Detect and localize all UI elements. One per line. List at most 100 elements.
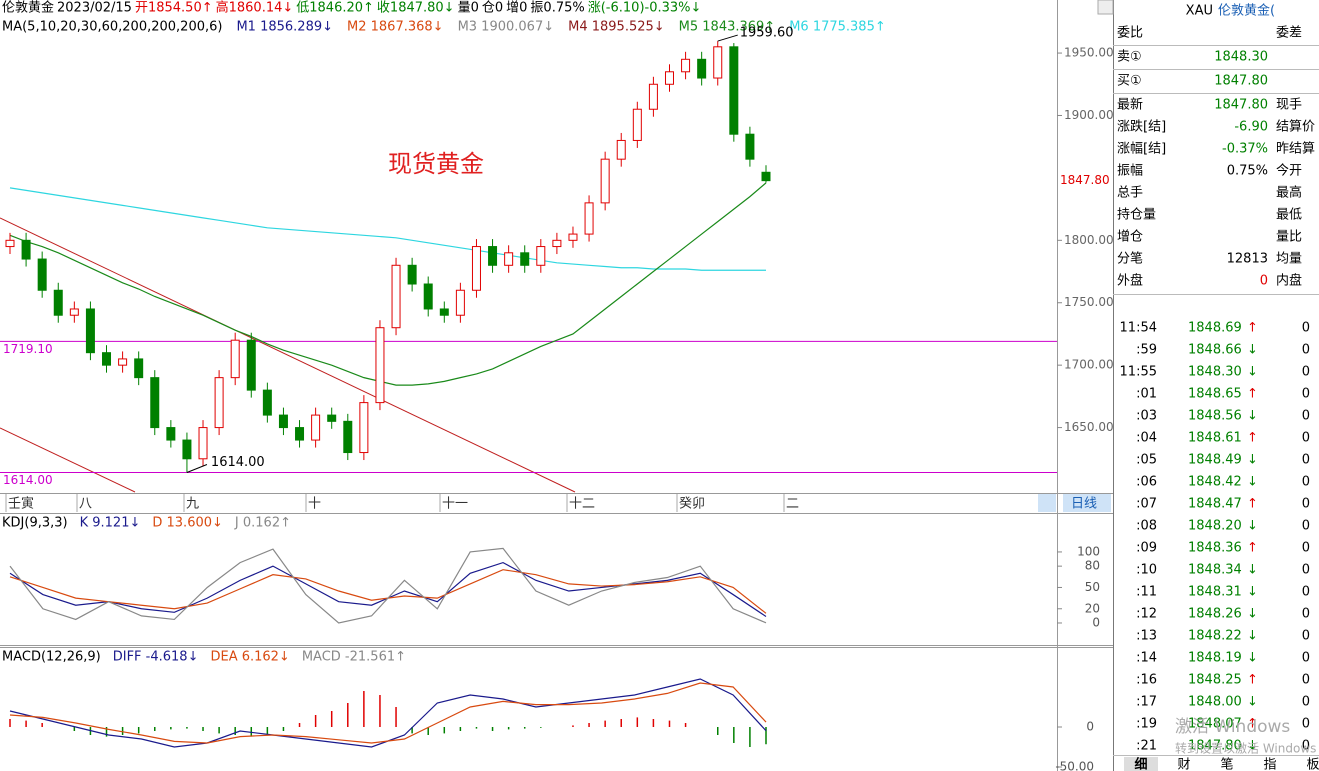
last-price: 1847.80 bbox=[1060, 173, 1110, 187]
quote-value: 0 bbox=[1260, 274, 1268, 289]
candle-body bbox=[552, 239, 562, 248]
header-item: 低1846.20↑ bbox=[296, 1, 374, 16]
quote-label: 均量 bbox=[1276, 252, 1302, 267]
quote-value: 1847.80 bbox=[1214, 74, 1268, 89]
candle-body bbox=[439, 308, 449, 316]
tick-price: 1848.20 bbox=[1188, 519, 1242, 534]
tab[interactable]: 细 bbox=[1134, 757, 1147, 771]
quote-label: 持仓量 bbox=[1117, 208, 1156, 223]
tick-dir: ↓ bbox=[1247, 453, 1258, 468]
x-tick-label: 二 bbox=[786, 497, 799, 512]
candle-body bbox=[616, 139, 626, 160]
tick-dir: ↑ bbox=[1247, 387, 1258, 402]
quote-label: 涨幅[结] bbox=[1117, 142, 1166, 157]
header-item: 增0 bbox=[506, 1, 527, 16]
annotation-leader bbox=[186, 464, 208, 473]
y-tick-label: 100 bbox=[1077, 544, 1100, 558]
x-tick-label: 十一 bbox=[442, 497, 468, 512]
candle-body bbox=[520, 252, 530, 266]
quote-label: 今开 bbox=[1276, 163, 1302, 179]
quote-label: 委差 bbox=[1276, 26, 1302, 41]
quote-value: 0.75% bbox=[1227, 164, 1268, 179]
tick-price: 1847.80 bbox=[1188, 739, 1242, 754]
low-annotation: 1614.00 bbox=[211, 455, 265, 470]
tick-dir: ↓ bbox=[1247, 475, 1258, 490]
header-item: MA(5,10,20,30,60,200,200,200,6) bbox=[2, 20, 222, 35]
candle-body bbox=[488, 246, 498, 266]
y-tick-label: 0 bbox=[1092, 615, 1100, 629]
indicator-line bbox=[9, 682, 767, 744]
chart-watermark: 现货黄金 bbox=[388, 150, 484, 178]
candle-body bbox=[230, 339, 240, 379]
tab[interactable]: 笔 bbox=[1220, 757, 1233, 771]
trend-line bbox=[0, 427, 136, 493]
y-tick-label: 1800.00 bbox=[1064, 233, 1114, 247]
tick-dir: ↓ bbox=[1247, 695, 1258, 710]
y-tick-label: 50 bbox=[1085, 580, 1100, 594]
tick-price: 1848.07 bbox=[1188, 717, 1242, 732]
tick-price: 1848.00 bbox=[1188, 695, 1242, 710]
tick-price: 1848.65 bbox=[1188, 387, 1242, 402]
candle-body bbox=[166, 427, 176, 441]
tick-volume: 0 bbox=[1302, 431, 1310, 446]
candle-body bbox=[359, 402, 369, 454]
header-item: 2023/02/15 bbox=[57, 1, 132, 16]
quote-label: 昨结算 bbox=[1276, 142, 1315, 157]
period-label[interactable]: 日线 bbox=[1071, 497, 1097, 512]
tick-volume: 0 bbox=[1302, 739, 1310, 754]
header-item: 量0 bbox=[458, 1, 479, 16]
tick-volume: 0 bbox=[1302, 497, 1310, 512]
os-watermark: 激活 Windows bbox=[1175, 717, 1290, 737]
header-item: MACD -21.561↑ bbox=[302, 650, 406, 665]
tick-price: 1848.61 bbox=[1188, 431, 1242, 446]
y-tick-label: 1900.00 bbox=[1064, 108, 1114, 122]
tick-price: 1848.30 bbox=[1188, 365, 1242, 380]
candle-body bbox=[664, 71, 674, 85]
candle-body bbox=[246, 339, 256, 391]
period-button[interactable] bbox=[1063, 494, 1111, 512]
quote-label: 最新 bbox=[1117, 97, 1143, 113]
tab[interactable]: 指 bbox=[1263, 758, 1276, 771]
scroll-thumb[interactable] bbox=[1038, 494, 1056, 512]
x-tick-label: 癸卯 bbox=[679, 497, 705, 512]
candle-body bbox=[504, 252, 514, 266]
indicator-line bbox=[9, 547, 767, 624]
tick-price: 1848.34 bbox=[1188, 563, 1242, 578]
quote-label: 结算价 bbox=[1276, 120, 1315, 135]
candle-body bbox=[262, 389, 272, 416]
active-tab[interactable] bbox=[1124, 757, 1158, 771]
header-item: M5 1843.369↑ bbox=[679, 20, 776, 35]
quote-label: 总手 bbox=[1117, 186, 1143, 201]
tab[interactable]: 财 bbox=[1177, 758, 1190, 771]
close-button[interactable] bbox=[1097, 0, 1114, 15]
tick-volume: 0 bbox=[1302, 409, 1310, 424]
candle-body bbox=[37, 258, 47, 291]
candle-body bbox=[295, 427, 305, 441]
tick-dir: ↓ bbox=[1247, 519, 1258, 534]
tick-time: 11:55 bbox=[1120, 365, 1157, 380]
candle-body bbox=[5, 239, 15, 248]
tab[interactable]: 板 bbox=[1306, 758, 1319, 771]
header-item: M6 1775.385↑ bbox=[789, 20, 886, 35]
y-tick-label: 20 bbox=[1085, 601, 1100, 615]
candle-body bbox=[648, 83, 658, 110]
quote-label: 委比 bbox=[1117, 26, 1143, 41]
tick-time: :07 bbox=[1136, 497, 1157, 512]
tick-volume: 0 bbox=[1302, 365, 1310, 380]
tick-time: :16 bbox=[1136, 673, 1157, 688]
candle-body bbox=[53, 289, 63, 316]
tick-dir: ↑ bbox=[1247, 497, 1258, 512]
quote-label: 涨跌[结] bbox=[1117, 119, 1166, 135]
ma-line bbox=[9, 182, 767, 386]
tick-volume: 0 bbox=[1302, 387, 1310, 402]
tick-time: :14 bbox=[1136, 651, 1157, 666]
tick-volume: 0 bbox=[1302, 629, 1310, 644]
header-item: 仓0 bbox=[482, 1, 503, 16]
y-tick-label: 1700.00 bbox=[1064, 358, 1114, 372]
tick-volume: 0 bbox=[1302, 321, 1310, 336]
tick-dir: ↑ bbox=[1247, 717, 1258, 732]
tick-dir: ↓ bbox=[1247, 563, 1258, 578]
tick-dir: ↓ bbox=[1247, 651, 1258, 666]
quote-label: 量比 bbox=[1276, 230, 1302, 245]
